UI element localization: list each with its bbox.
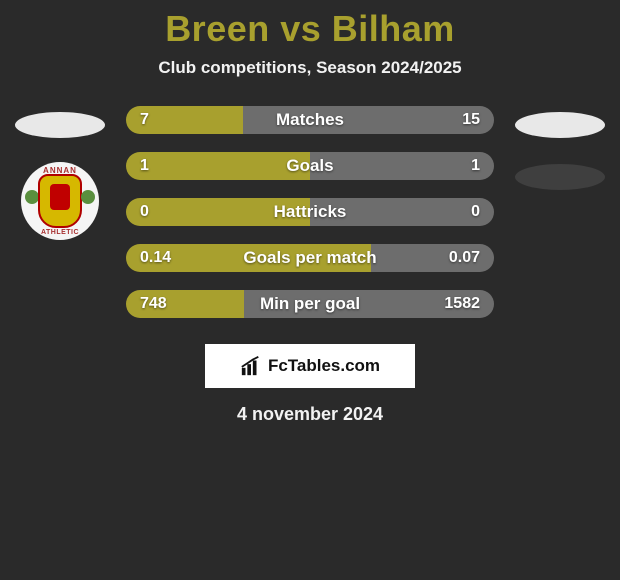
stat-row: Min per goal748 1582: [126, 290, 494, 318]
left-player-column: ANNAN ATHLETIC: [0, 106, 120, 336]
stat-label: Goals: [126, 152, 494, 180]
stats-bars: Matches7 15 Goals1 1 Hattricks0 0 Goals per ma…: [120, 106, 500, 336]
stat-value-right: 15: [462, 106, 480, 134]
badge-thistle-left-icon: [25, 190, 39, 204]
stat-value-left: 0.14: [140, 244, 171, 272]
stat-value-right: 1582: [444, 290, 480, 318]
right-player-column: [500, 106, 620, 336]
badge-bottom-text: ATHLETIC: [21, 229, 99, 236]
stat-label: Goals per match: [126, 244, 494, 272]
stat-value-right: 1: [471, 152, 480, 180]
badge-shield-icon: [38, 174, 82, 228]
brand-chart-icon: [240, 355, 262, 377]
stat-value-left: 7: [140, 106, 149, 134]
player-right-photo-placeholder: [515, 112, 605, 138]
stat-value-right: 0.07: [449, 244, 480, 272]
stat-value-left: 748: [140, 290, 167, 318]
stat-value-left: 0: [140, 198, 149, 226]
footer-date: 4 november 2024: [0, 404, 620, 425]
main-layout: ANNAN ATHLETIC Matches7 15 Goals1 1 Hattrick…: [0, 106, 620, 336]
stat-label: Hattricks: [126, 198, 494, 226]
comparison-infographic: Breen vs Bilham Club competitions, Seaso…: [0, 0, 620, 580]
stat-label: Matches: [126, 106, 494, 134]
stat-row: Goals per match0.14 0.07: [126, 244, 494, 272]
stat-row: Matches7 15: [126, 106, 494, 134]
badge-thistle-right-icon: [81, 190, 95, 204]
brand-text: FcTables.com: [268, 356, 380, 376]
stat-value-right: 0: [471, 198, 480, 226]
stat-label: Min per goal: [126, 290, 494, 318]
stat-row: Goals1 1: [126, 152, 494, 180]
page-title: Breen vs Bilham: [0, 0, 620, 50]
page-subtitle: Club competitions, Season 2024/2025: [0, 58, 620, 78]
stat-value-left: 1: [140, 152, 149, 180]
player-left-photo-placeholder: [15, 112, 105, 138]
player-left-club-badge: ANNAN ATHLETIC: [21, 162, 99, 240]
stat-row: Hattricks0 0: [126, 198, 494, 226]
player-right-club-placeholder: [515, 164, 605, 190]
brand-attribution: FcTables.com: [205, 344, 415, 388]
